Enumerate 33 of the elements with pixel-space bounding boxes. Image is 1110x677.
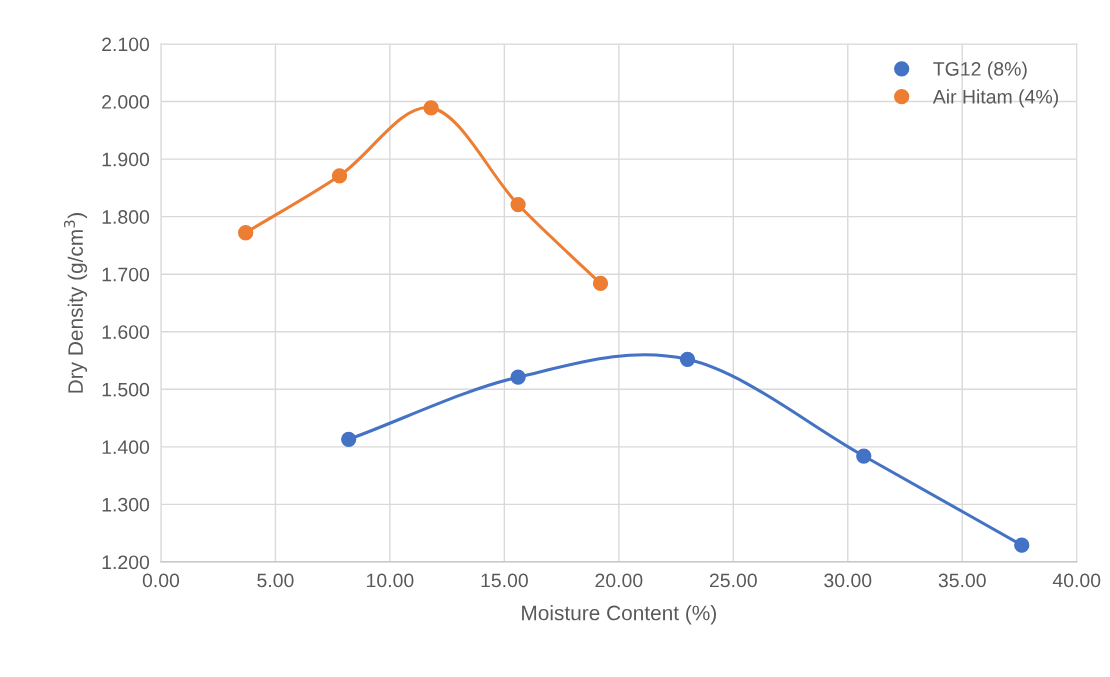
point	[331, 168, 348, 184]
y-tick-label: 1.200	[102, 555, 150, 570]
x-tick-label: 10.00	[367, 573, 414, 588]
y-tick-label: 1.900	[102, 152, 150, 167]
point	[341, 431, 357, 447]
y-tick-label: 1.600	[102, 325, 150, 339]
x-tick-label: 20.00	[595, 573, 643, 588]
x-tick-label: 40.00	[1052, 573, 1101, 588]
y-tick-label: 2.100	[102, 37, 150, 52]
point	[592, 275, 609, 292]
y-tick-label: 1.700	[102, 267, 150, 282]
x-tick-label: 25.00	[709, 573, 757, 588]
x-tick-label: 15.00	[481, 573, 528, 588]
point	[856, 448, 872, 464]
point	[679, 351, 696, 367]
point	[238, 225, 254, 241]
point	[510, 369, 526, 385]
x-tick-label: 35.00	[938, 573, 986, 588]
x-tick-label: 30.00	[824, 573, 872, 588]
point	[423, 100, 439, 116]
y-tick-label: 1.400	[102, 440, 150, 455]
y-tick-label: 1.500	[102, 382, 150, 397]
y-tick-label: 1.300	[102, 497, 150, 512]
y-tick-label: 1.800	[102, 210, 150, 224]
x-axis-title: Moisture Content (%)	[522, 605, 716, 625]
point	[510, 196, 526, 213]
x-tick-label: 5.00	[257, 573, 294, 588]
legend-label: Air Hitam (4%)	[932, 89, 1058, 108]
x-tick-label: 0.00	[142, 573, 180, 588]
legend-label: TG12 (8%)	[933, 61, 1027, 80]
y-tick-label: 2.000	[102, 95, 150, 109]
y-axis-title: Dry Density (g/cm$^{3}$)	[63, 213, 88, 393]
point	[1014, 537, 1030, 553]
